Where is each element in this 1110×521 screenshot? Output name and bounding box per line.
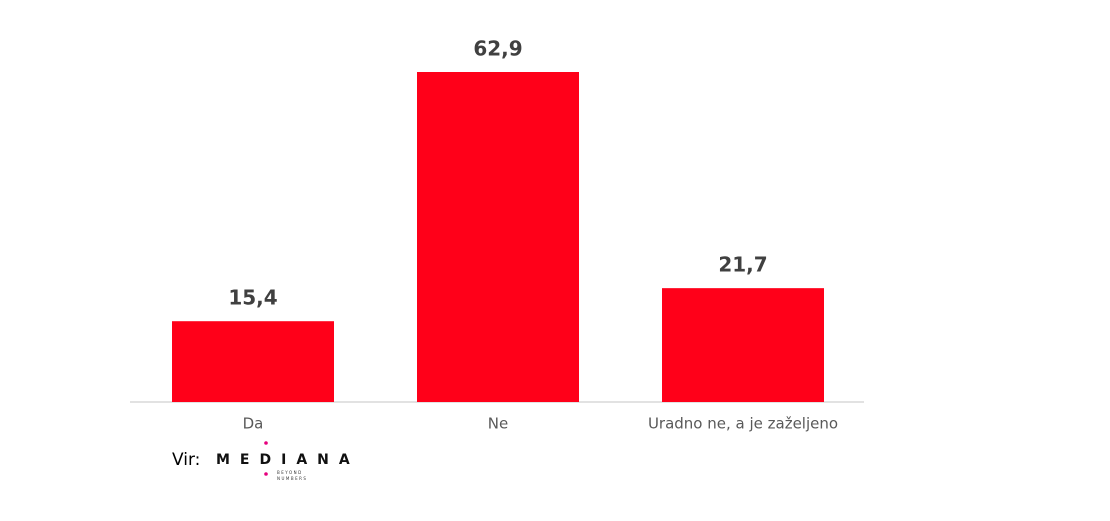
source-label: Vir: [172,450,200,470]
bar [417,72,579,402]
bar [662,288,824,402]
bar [172,321,334,402]
logo-tagline: NUMBERS [277,476,307,481]
x-tick-label: Uradno ne, a je zaželjeno [648,415,838,433]
logo-dot [264,472,268,476]
x-tick-label: Da [243,415,264,433]
logo-tagline: BEYOND [277,470,303,475]
logo-dot [264,441,268,445]
x-tick-label: Ne [488,415,508,433]
value-label: 62,9 [473,37,522,61]
logo: MEDIANA [216,452,360,468]
value-label: 21,7 [718,253,767,277]
value-label: 15,4 [228,286,277,310]
